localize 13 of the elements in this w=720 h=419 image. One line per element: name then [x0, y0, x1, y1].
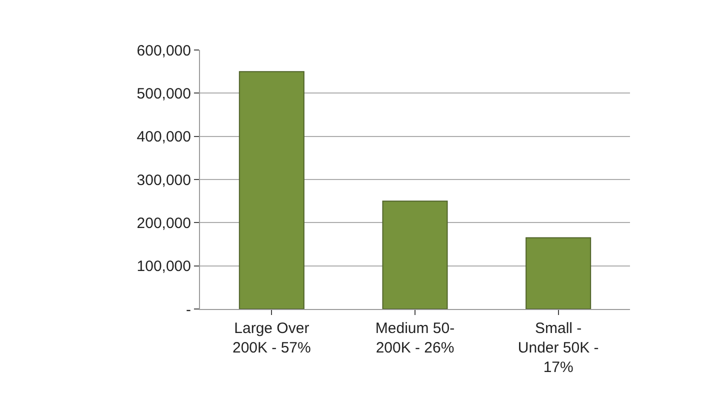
x-tick-label: Large Over 200K - 57%	[232, 320, 311, 356]
y-tick-label: 300,000	[136, 172, 191, 189]
y-tick-label: 100,000	[136, 258, 191, 276]
bar	[238, 71, 304, 309]
bar	[382, 200, 448, 309]
x-tick-label: Medium 50- 200K - 26%	[375, 320, 455, 356]
y-tick-label: 600,000	[136, 42, 191, 60]
y-tick-label: 400,000	[136, 128, 191, 146]
bar	[526, 237, 592, 309]
y-tick-label: 200,000	[136, 214, 191, 232]
x-tick-label: Small - Under 50K - 17%	[518, 320, 599, 376]
y-tick-label: 500,000	[136, 85, 191, 102]
y-tick-label: -	[186, 301, 191, 318]
